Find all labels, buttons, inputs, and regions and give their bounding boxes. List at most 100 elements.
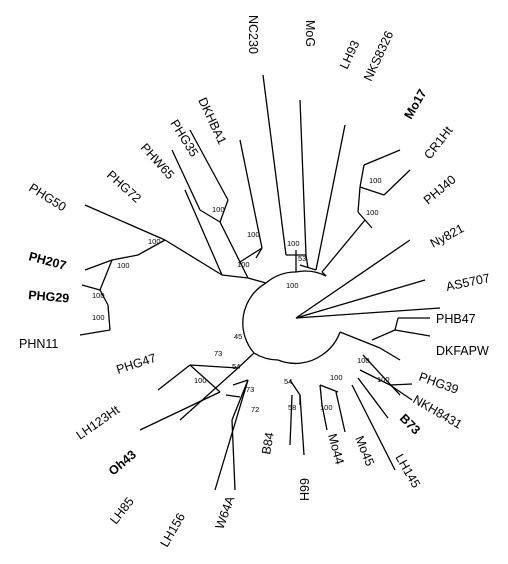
- branch-segment: [351, 384, 396, 471]
- branch-segment: [289, 394, 293, 446]
- branch-segment: [295, 239, 411, 319]
- branch-segment: [99, 259, 113, 291]
- branch-segment: [199, 209, 221, 223]
- bootstrap-bs-72: 72: [251, 405, 259, 414]
- leaf-label-dkhba1: DKHBA1: [195, 95, 229, 146]
- branch-segment: [231, 419, 236, 491]
- branch-segment: [394, 317, 399, 331]
- bootstrap-bs-100-phg72: 100: [237, 260, 250, 269]
- branch-segment: [242, 282, 267, 354]
- branch-segment: [189, 129, 229, 201]
- branch-segment: [171, 149, 201, 211]
- branch-segment: [357, 186, 361, 213]
- branch-segment: [239, 261, 249, 279]
- branch-segment: [383, 169, 411, 196]
- branch-segment: [219, 221, 241, 263]
- branch-segment: [359, 164, 365, 188]
- branch-segment: [239, 139, 263, 249]
- branch-segment: [237, 352, 255, 369]
- leaf-label-phj40: PHJ40: [421, 172, 459, 207]
- branch-segment: [299, 394, 305, 456]
- tree-branches: [79, 74, 441, 491]
- leaf-label-lh156: LH156: [157, 511, 188, 550]
- branch-segment: [305, 254, 309, 269]
- branch-segment: [255, 247, 263, 259]
- leaf-label-mo17: Mo17: [401, 87, 429, 122]
- branch-segment: [335, 391, 346, 433]
- branch-segment: [221, 274, 249, 279]
- branch-segment: [289, 379, 301, 396]
- branch-segment: [371, 329, 396, 341]
- branch-segment: [139, 391, 221, 431]
- bootstrap-bs-58: 58: [288, 403, 296, 412]
- branch-segment: [253, 352, 279, 361]
- leaf-label-phg39: PHG39: [417, 370, 460, 397]
- leaf-label-phw65: PHW65: [138, 141, 177, 182]
- branch-segment: [277, 354, 323, 365]
- branch-segment: [363, 149, 401, 166]
- branch-segment: [319, 384, 339, 393]
- branch-segment: [262, 74, 287, 256]
- branch-segment: [189, 364, 221, 393]
- bootstrap-bs-100-ph207: 100: [148, 237, 161, 246]
- bootstrap-bs-100-mog: 100: [287, 239, 300, 248]
- branch-segment: [315, 124, 346, 271]
- branch-segment: [359, 186, 385, 196]
- bootstrap-bs-100-phw65: 100: [212, 205, 225, 214]
- leaf-label-phb47: PHB47: [436, 312, 476, 326]
- branch-segment: [239, 247, 263, 263]
- leaf-label-dkfapw: DKFAPW: [436, 344, 489, 358]
- branch-segment: [299, 264, 317, 271]
- leaf-label-phg29: PHG29: [28, 288, 70, 306]
- leaf-label-cr1ht: CR1Ht: [421, 123, 455, 162]
- branch-segment: [231, 379, 249, 421]
- branch-segment: [179, 367, 239, 421]
- branch-segment: [394, 329, 431, 337]
- branch-segment: [107, 304, 111, 331]
- leaf-label-mog: MoG: [303, 20, 317, 47]
- branch-segment: [214, 379, 249, 491]
- branch-segment: [265, 271, 297, 284]
- branch-segment: [321, 271, 327, 277]
- bootstrap-bs-100-mo44: 100: [320, 403, 333, 412]
- branch-segment: [164, 239, 223, 276]
- branch-segment: [137, 239, 166, 256]
- bootstrap-labels: 100 100 53 100 100 100 100 100 100 100 100 100 45 73 5…: [92, 176, 390, 414]
- branch-segment: [157, 364, 191, 391]
- branch-segment: [247, 277, 267, 284]
- leaf-label-lh123ht: LH123Ht: [74, 402, 123, 442]
- branch-segment: [389, 384, 413, 401]
- leaf-label-ny821: Ny821: [428, 221, 467, 250]
- bootstrap-bs-100-lh123: 100: [194, 376, 207, 385]
- leaf-label-lh85: LH85: [107, 495, 136, 527]
- bootstrap-bs-100-nks: 100: [366, 208, 379, 217]
- branch-segment: [359, 369, 391, 386]
- bootstrap-bs-100-phg39: 100: [357, 356, 370, 365]
- bootstrap-bs-100-nkh: 100: [377, 375, 390, 384]
- branch-segment: [189, 364, 239, 369]
- bootstrap-bs-100-mo45: 100: [330, 373, 343, 382]
- branch-segment: [319, 384, 323, 406]
- bootstrap-bs-100-dkhba1: 100: [92, 313, 105, 322]
- branch-segment: [232, 379, 249, 386]
- bootstrap-bs-100-phg29: 100: [117, 261, 130, 270]
- bootstrap-bs-100-phn11: 100: [92, 291, 105, 300]
- leaf-label-lh93: LH93: [337, 38, 362, 71]
- leaf-label-oh43: Oh43: [106, 447, 139, 478]
- leaf-label-as5707: AS5707: [445, 271, 491, 294]
- leaf-label-phg35: PHG35: [167, 117, 201, 159]
- leaf-label-b73: B73: [397, 411, 423, 437]
- branch-segment: [81, 284, 101, 291]
- branch-segment: [357, 377, 389, 419]
- bootstrap-bs-45: 45: [234, 332, 242, 341]
- leaf-label-phg50: PHG50: [26, 181, 68, 215]
- branch-segment: [99, 289, 109, 306]
- bootstrap-bs-100-mo17: 100: [369, 176, 382, 185]
- branch-segment: [111, 254, 139, 261]
- branch-segment: [219, 199, 229, 223]
- branch-segment: [84, 259, 113, 271]
- leaf-label-mo45: Mo45: [352, 434, 377, 468]
- bootstrap-bs-73-upper: 73: [214, 349, 222, 358]
- branch-segment: [84, 204, 166, 241]
- leaf-label-phg72: PHG72: [104, 168, 144, 206]
